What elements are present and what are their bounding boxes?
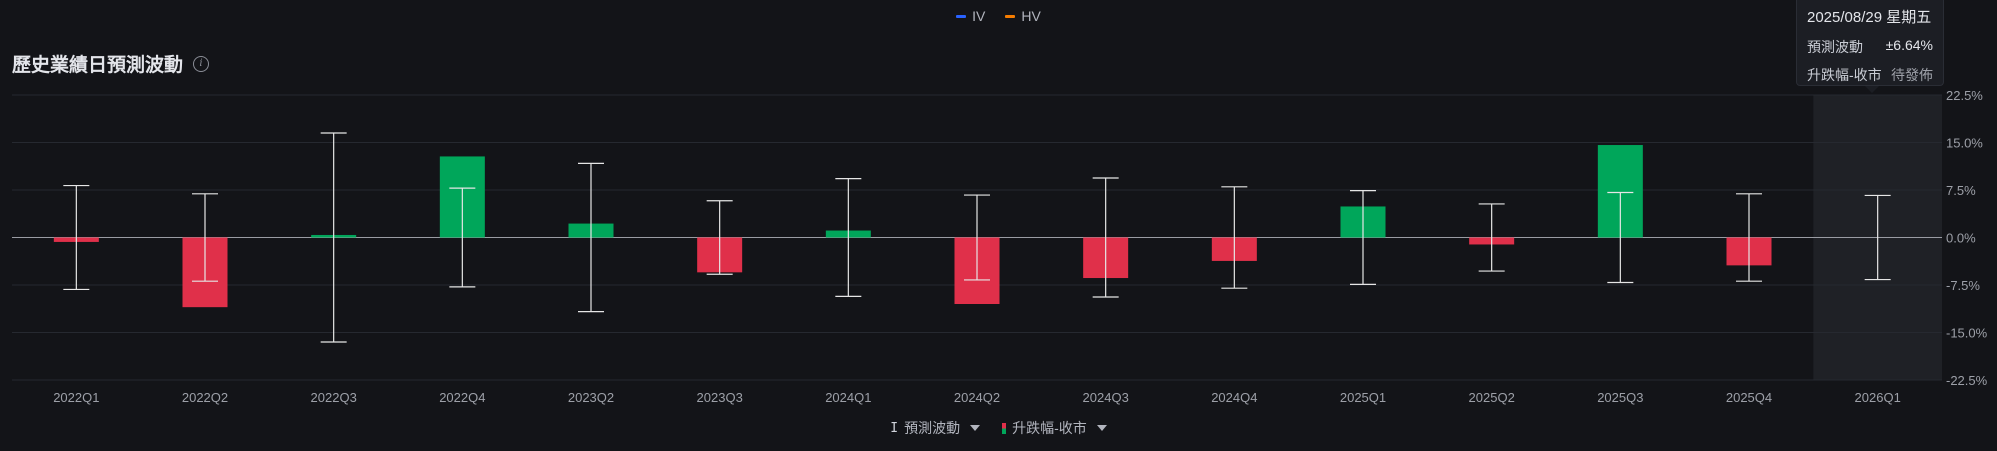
x-tick-label: 2024Q4 [1211, 390, 1257, 405]
chart-header: 歷史業績日預測波動 i [12, 50, 210, 77]
legend-item-hv[interactable]: HV [1005, 8, 1041, 24]
y-tick-label: 22.5% [1946, 88, 1983, 103]
x-tick-label: 2026Q1 [1855, 390, 1901, 405]
x-tick-label: 2025Q4 [1726, 390, 1772, 405]
tooltip-value-change: 待發佈 [1891, 67, 1933, 83]
x-tick-label: 2022Q4 [439, 390, 485, 405]
y-tick-label: 0.0% [1946, 231, 1976, 246]
tooltip-row-forecast: 預測波動 ±6.64% [1807, 37, 1933, 57]
bar-icon [1002, 422, 1007, 434]
legend-item-iv[interactable]: IV [956, 8, 985, 24]
tooltip-caret-icon [1865, 86, 1879, 93]
hv-swatch-icon [1005, 14, 1016, 18]
tooltip-date: 2025/08/29 星期五 [1807, 9, 1932, 26]
y-tick-label: 15.0% [1946, 136, 1983, 151]
legend-toggle-forecast[interactable]: I 預測波動 [890, 418, 981, 438]
chevron-down-icon [1096, 425, 1107, 431]
tooltip-row-change: 升跌幅-收市 待發佈 [1807, 65, 1933, 85]
legend-toggle-change[interactable]: 升跌幅-收市 [1002, 418, 1107, 438]
info-icon[interactable]: i [193, 55, 210, 72]
iv-swatch-icon [956, 14, 967, 18]
legend-label-iv: IV [972, 8, 986, 24]
top-legend: IV HV [0, 8, 1997, 24]
page-title: 歷史業績日預測波動 [12, 55, 184, 76]
bottom-legend: I 預測波動 升跌幅-收市 [0, 418, 1997, 438]
x-tick-label: 2025Q2 [1469, 390, 1515, 405]
x-tick-label: 2022Q3 [311, 390, 357, 405]
legend-label-change: 升跌幅-收市 [1012, 420, 1087, 436]
legend-label-forecast: 預測波動 [904, 420, 961, 436]
tooltip-value-forecast: ±6.64% [1885, 37, 1933, 53]
x-tick-label: 2024Q3 [1083, 390, 1129, 405]
y-tick-label: 7.5% [1946, 183, 1976, 198]
y-tick-label: -22.5% [1946, 373, 1988, 388]
x-tick-label: 2025Q3 [1597, 390, 1643, 405]
tooltip-label-change: 升跌幅-收市 [1807, 67, 1882, 83]
range-icon: I [890, 420, 899, 436]
y-tick-label: -7.5% [1946, 278, 1980, 293]
x-tick-label: 2024Q1 [825, 390, 871, 405]
y-tick-label: -15.0% [1946, 326, 1988, 341]
legend-label-hv: HV [1021, 8, 1041, 24]
tooltip: 2025/08/29 星期五 預測波動 ±6.64% 升跌幅-收市 待發佈 [1796, 0, 1944, 86]
x-tick-label: 2023Q3 [697, 390, 743, 405]
tooltip-label-forecast: 預測波動 [1807, 39, 1863, 55]
x-tick-label: 2023Q2 [568, 390, 614, 405]
x-tick-label: 2025Q1 [1340, 390, 1386, 405]
x-tick-label: 2022Q1 [53, 390, 99, 405]
chevron-down-icon [970, 425, 981, 431]
x-tick-label: 2024Q2 [954, 390, 1000, 405]
x-tick-label: 2022Q2 [182, 390, 228, 405]
